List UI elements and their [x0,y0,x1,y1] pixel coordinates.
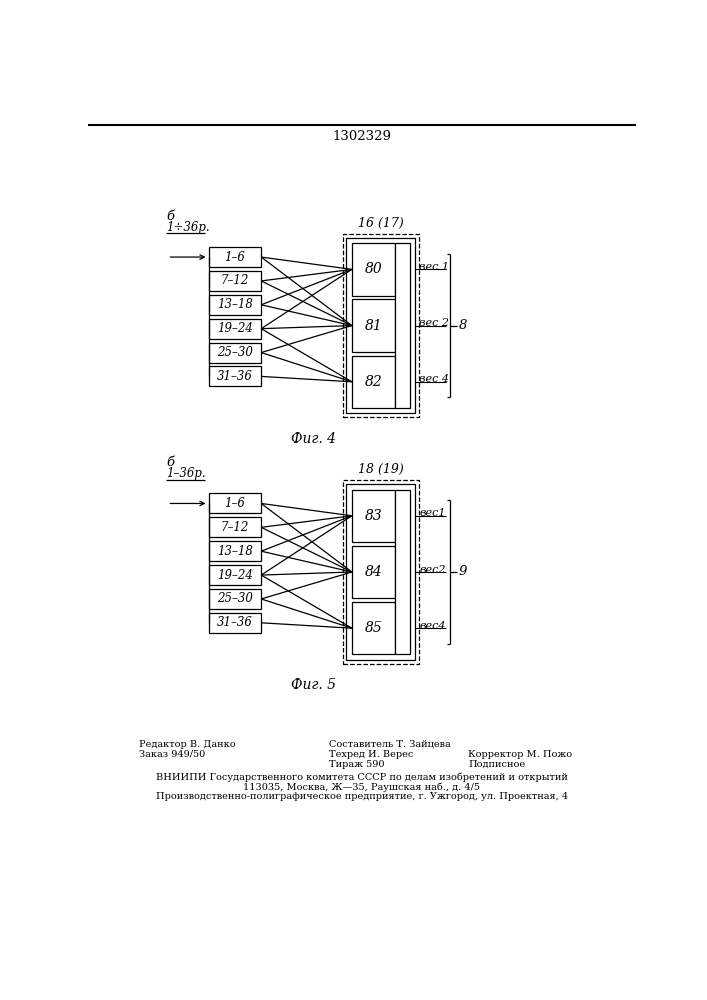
Text: 31–36: 31–36 [217,616,253,629]
Bar [343,480,419,664]
Bar [209,343,261,363]
Bar [346,238,416,413]
Text: б: б [166,456,174,469]
Bar [352,299,395,352]
Bar [395,243,410,408]
Text: Фиг. 4: Фиг. 4 [291,432,337,446]
Text: 25–30: 25–30 [217,592,253,605]
Text: 19–24: 19–24 [217,322,253,335]
Text: вес1: вес1 [419,508,446,518]
Bar [209,295,261,315]
Text: Тираж 590: Тираж 590 [329,760,384,769]
Bar [209,366,261,386]
Bar [395,490,410,654]
Text: Заказ 949/50: Заказ 949/50 [139,750,205,759]
Text: 8: 8 [459,319,467,332]
Bar [209,247,261,267]
Text: 13–18: 13–18 [217,298,253,311]
Text: 31–36: 31–36 [217,370,253,383]
Text: вес 2: вес 2 [419,318,450,328]
Text: Техред И. Верес: Техред И. Верес [329,750,413,759]
Bar [209,613,261,633]
Bar [352,490,395,542]
Text: 1–6: 1–6 [224,497,245,510]
Text: 19–24: 19–24 [217,569,253,582]
Text: Составитель Т. Зайцева: Составитель Т. Зайцева [329,740,450,749]
Bar [343,234,419,417]
Text: 113035, Москва, Ж—35, Раушская наб., д. 4/5: 113035, Москва, Ж—35, Раушская наб., д. … [243,782,481,792]
Text: 7–12: 7–12 [221,521,249,534]
Bar [352,243,395,296]
Text: 1–36р.: 1–36р. [166,467,206,480]
Text: вес4: вес4 [419,621,446,631]
Bar [346,484,416,660]
Bar [352,602,395,654]
Text: 16 (17): 16 (17) [358,217,404,230]
Text: 81: 81 [364,319,382,333]
Text: б: б [166,210,174,223]
Bar [209,517,261,537]
Bar [352,546,395,598]
Text: 13–18: 13–18 [217,545,253,558]
Text: вес 4: вес 4 [419,374,450,384]
Text: Редактор В. Данко: Редактор В. Данко [139,740,235,749]
Text: Производственно-полиграфическое предприятие, г. Ужгород, ул. Проектная, 4: Производственно-полиграфическое предприя… [156,792,568,801]
Text: 9: 9 [459,565,467,578]
Text: 1302329: 1302329 [332,130,392,143]
Text: Фиг. 5: Фиг. 5 [291,678,337,692]
Bar [209,493,261,513]
Bar [209,541,261,561]
Text: 80: 80 [364,262,382,276]
Bar [209,565,261,585]
Bar [209,319,261,339]
Text: 25–30: 25–30 [217,346,253,359]
Bar [352,356,395,408]
Text: 83: 83 [364,509,382,523]
Text: 84: 84 [364,565,382,579]
Text: Корректор М. Пожо: Корректор М. Пожо [468,750,572,759]
Text: вес 1: вес 1 [419,262,450,272]
Text: 1–6: 1–6 [224,251,245,264]
Text: 18 (19): 18 (19) [358,463,404,476]
Text: вес2: вес2 [419,565,446,575]
Text: 85: 85 [364,621,382,635]
Text: Подписное: Подписное [468,760,525,769]
Text: 1÷36р.: 1÷36р. [166,221,209,234]
Bar [209,589,261,609]
Text: 82: 82 [364,375,382,389]
Text: 7–12: 7–12 [221,274,249,287]
Text: ВНИИПИ Государственного комитета СССР по делам изобретений и открытий: ВНИИПИ Государственного комитета СССР по… [156,772,568,782]
Bar [209,271,261,291]
